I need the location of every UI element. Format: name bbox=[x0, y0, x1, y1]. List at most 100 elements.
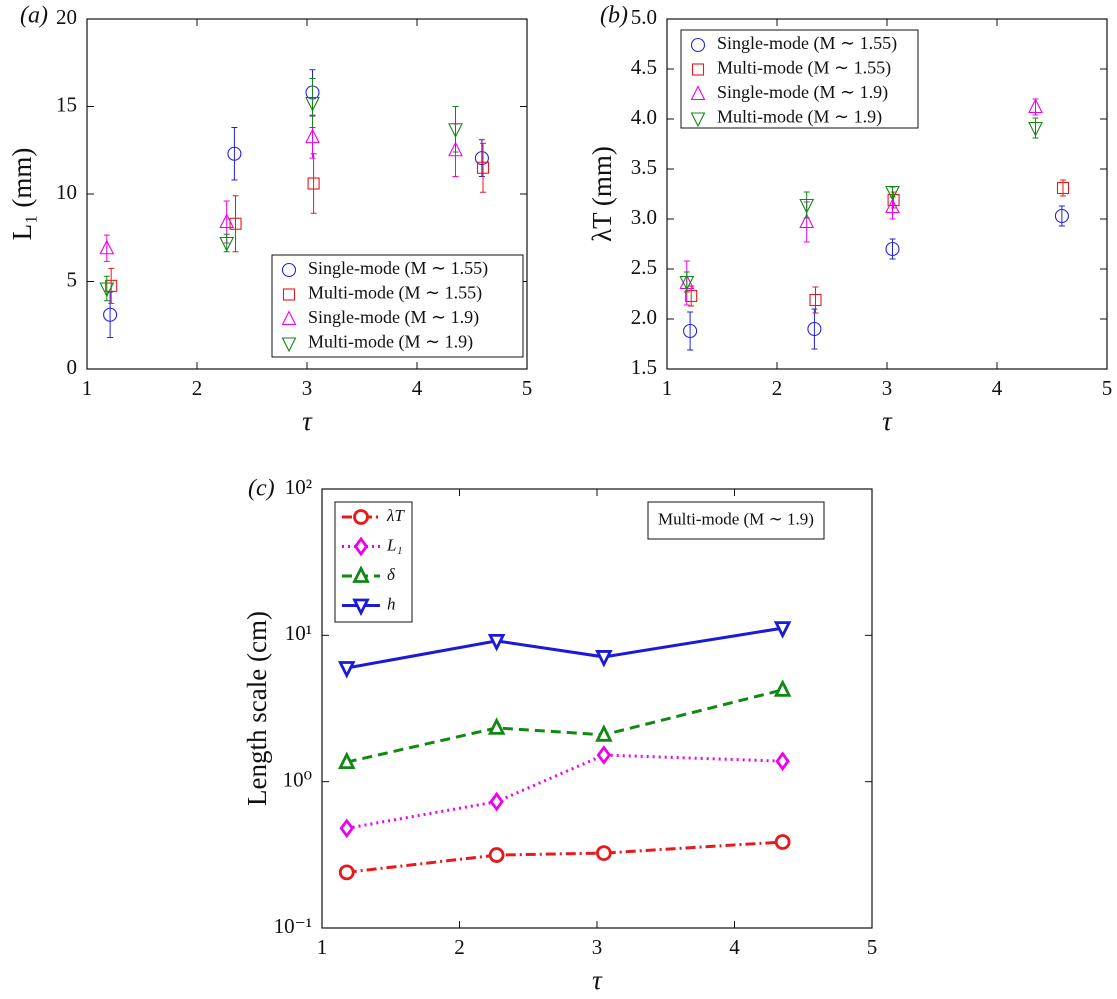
y-tick-label: 3.0 bbox=[631, 205, 657, 229]
legend-label: h bbox=[387, 594, 396, 613]
x-tick-label: 1 bbox=[82, 376, 93, 400]
marker bbox=[596, 745, 612, 765]
marker bbox=[339, 818, 354, 839]
marker bbox=[281, 262, 297, 278]
marker bbox=[809, 293, 822, 307]
marker bbox=[799, 198, 815, 214]
legend-label: Single-mode (M ∼ 1.9) bbox=[717, 82, 888, 103]
marker bbox=[352, 598, 370, 617]
x-tick-label: 2 bbox=[454, 935, 465, 959]
legend-box bbox=[271, 254, 524, 358]
marker bbox=[219, 213, 235, 229]
series-line bbox=[346, 840, 783, 874]
legend-label: Multi-mode (M ∼ 1.9) bbox=[308, 332, 473, 353]
marker bbox=[1028, 121, 1043, 137]
series-line bbox=[346, 753, 783, 830]
marker bbox=[775, 751, 790, 772]
series-line bbox=[346, 626, 783, 670]
marker bbox=[352, 565, 370, 583]
x-tick-label: 4 bbox=[992, 376, 1003, 400]
marker bbox=[885, 198, 900, 214]
y-axis-label: Length scale (cm) bbox=[242, 611, 272, 806]
y-tick-label: 3.5 bbox=[631, 155, 657, 179]
marker bbox=[690, 37, 706, 53]
legend-label: δ bbox=[387, 565, 396, 584]
x-tick-label: 5 bbox=[1102, 376, 1113, 400]
x-tick-label: 3 bbox=[592, 935, 603, 959]
x-tick-label: 2 bbox=[772, 376, 783, 400]
marker bbox=[338, 864, 355, 881]
legend-label: Multi-mode (M ∼ 1.9) bbox=[717, 107, 882, 128]
legend-label: Single-mode (M ∼ 1.55) bbox=[717, 33, 897, 54]
marker bbox=[774, 834, 791, 850]
y-tick-label: 2.5 bbox=[631, 255, 657, 279]
marker bbox=[282, 288, 296, 301]
marker bbox=[683, 323, 698, 339]
legend-box bbox=[680, 29, 919, 129]
marker bbox=[679, 275, 695, 291]
marker bbox=[229, 217, 242, 230]
marker bbox=[690, 112, 706, 128]
marker bbox=[595, 724, 613, 742]
y-tick-label: 10¹ bbox=[285, 621, 312, 645]
panel-label: (a) bbox=[20, 3, 48, 29]
marker bbox=[885, 241, 900, 257]
panel-label: (c) bbox=[248, 476, 275, 502]
annotation-box bbox=[647, 501, 825, 540]
x-tick-label: 1 bbox=[317, 935, 328, 959]
y-tick-label: 10⁰ bbox=[283, 767, 312, 791]
legend-label: Single-mode (M ∼ 1.55) bbox=[308, 258, 488, 279]
marker bbox=[476, 161, 490, 174]
marker bbox=[353, 509, 369, 525]
y-tick-label: 2.0 bbox=[631, 305, 657, 329]
x-tick-label: 5 bbox=[867, 935, 878, 959]
marker bbox=[337, 751, 356, 770]
marker bbox=[474, 151, 489, 166]
marker bbox=[690, 85, 706, 101]
marker bbox=[105, 279, 118, 292]
y-axis-label: λT (mm) bbox=[587, 146, 617, 242]
legend-label: L₁ bbox=[386, 535, 402, 554]
marker bbox=[595, 650, 613, 668]
marker bbox=[807, 321, 822, 337]
marker bbox=[353, 536, 369, 557]
marker bbox=[1054, 208, 1069, 224]
marker bbox=[448, 141, 463, 157]
y-tick-label: 15 bbox=[56, 92, 77, 116]
x-tick-label: 3 bbox=[882, 376, 893, 400]
legend-label: Single-mode (M ∼ 1.9) bbox=[308, 307, 479, 328]
marker bbox=[281, 310, 297, 326]
y-tick-label: 10 bbox=[56, 180, 77, 204]
marker bbox=[691, 63, 705, 76]
marker bbox=[448, 123, 463, 138]
marker bbox=[99, 239, 115, 255]
marker bbox=[103, 307, 118, 322]
panel-label: (b) bbox=[600, 3, 628, 29]
marker bbox=[305, 128, 320, 144]
marker bbox=[281, 337, 297, 353]
x-tick-label: 1 bbox=[662, 376, 673, 400]
x-tick-label: 4 bbox=[729, 935, 740, 959]
marker bbox=[219, 236, 235, 252]
marker bbox=[307, 177, 320, 190]
marker bbox=[99, 282, 115, 298]
x-axis-label: τ bbox=[302, 406, 313, 436]
marker bbox=[799, 213, 815, 229]
legend-label: Multi-mode (M ∼ 1.55) bbox=[308, 283, 482, 304]
marker bbox=[773, 679, 792, 697]
marker bbox=[595, 845, 612, 861]
y-tick-label: 5 bbox=[67, 267, 78, 291]
x-tick-label: 2 bbox=[192, 376, 203, 400]
marker bbox=[487, 717, 506, 735]
y-tick-label: 10⁻¹ bbox=[274, 914, 312, 938]
y-tick-label: 20 bbox=[56, 5, 77, 29]
marker bbox=[885, 185, 900, 201]
x-axis-label: τ bbox=[592, 965, 603, 995]
marker bbox=[489, 791, 504, 812]
marker bbox=[488, 847, 505, 863]
marker bbox=[685, 289, 698, 303]
x-tick-label: 4 bbox=[412, 376, 423, 400]
legend-label: Multi-mode (M ∼ 1.55) bbox=[717, 58, 891, 79]
y-axis-label: L₁ (mm) bbox=[7, 148, 37, 241]
